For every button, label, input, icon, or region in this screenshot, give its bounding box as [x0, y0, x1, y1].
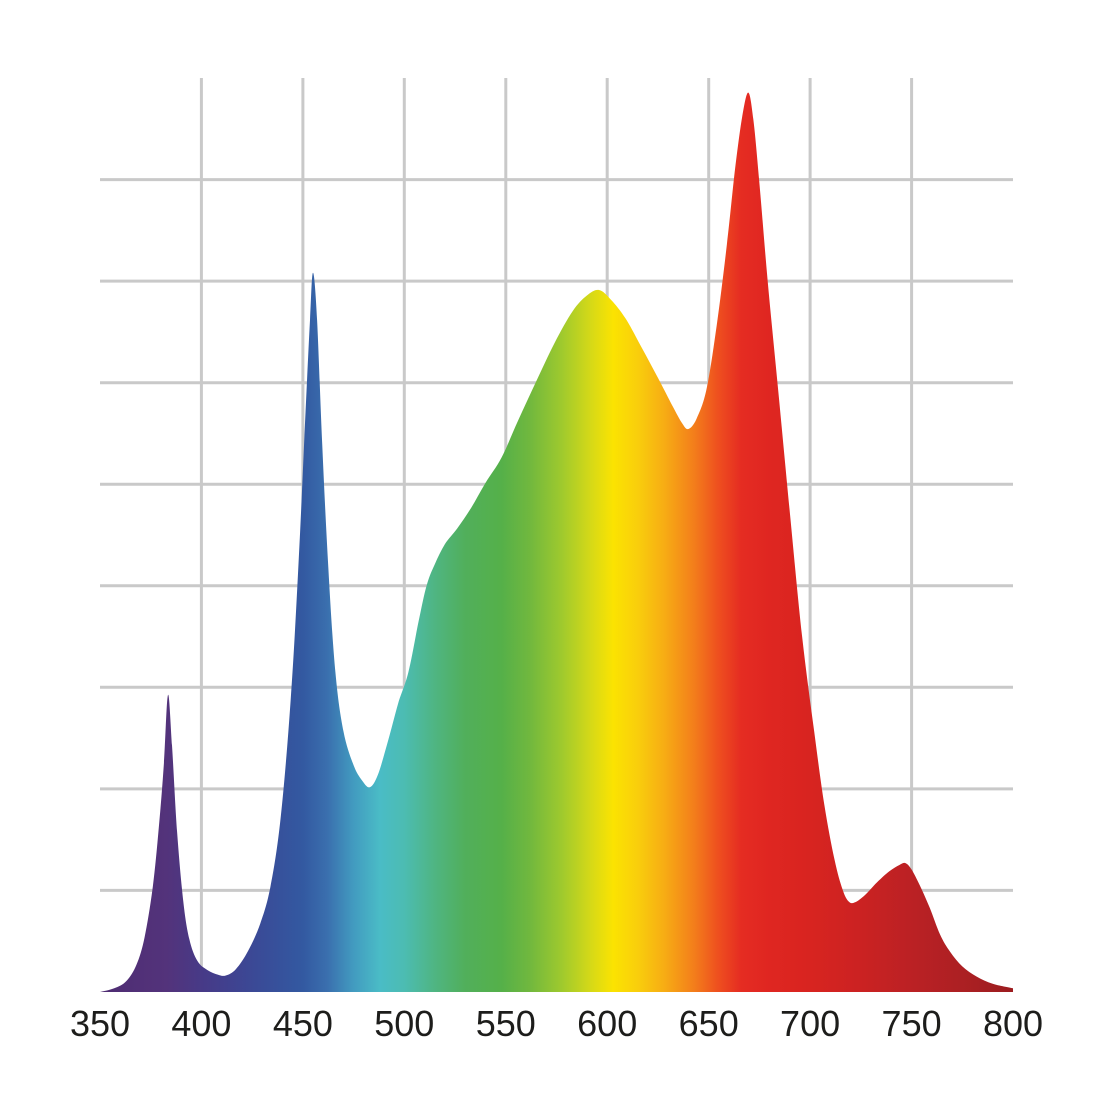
x-axis-tick-labels: 350 400 450 500 550 600 650 700 750 800: [70, 1003, 1043, 1044]
x-tick-label-750: 750: [882, 1003, 942, 1044]
x-tick-label-350: 350: [70, 1003, 130, 1044]
x-tick-label-450: 450: [273, 1003, 333, 1044]
x-tick-label-650: 650: [679, 1003, 739, 1044]
x-tick-label-600: 600: [577, 1003, 637, 1044]
x-tick-label-800: 800: [983, 1003, 1043, 1044]
x-tick-label-400: 400: [171, 1003, 231, 1044]
x-tick-label-700: 700: [780, 1003, 840, 1044]
x-tick-label-550: 550: [476, 1003, 536, 1044]
x-tick-label-500: 500: [374, 1003, 434, 1044]
spectral-distribution-area: [100, 92, 1013, 992]
